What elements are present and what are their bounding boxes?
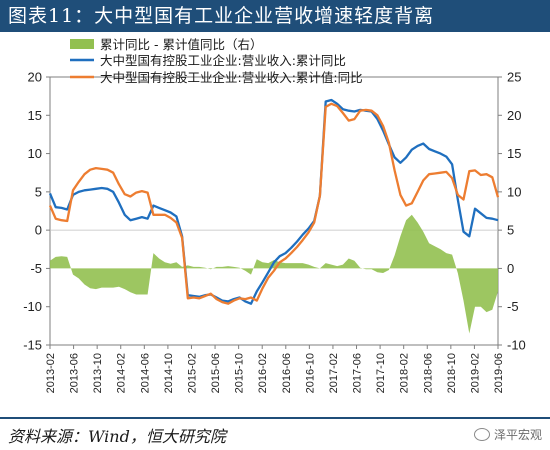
x-axis-tick-label: 2015-06 [210, 353, 222, 393]
chart-svg: -15 -10 -5 0 5 10 15 20 -10 -5 0 5 10 15 20 25 2013-02 20… [23, 37, 526, 393]
left-axis-tick-label: 10 [28, 146, 42, 161]
legend-label: 大中型国有控股工业企业:营业收入:累计同比 [100, 53, 346, 68]
x-axis-tick-label: 2016-02 [257, 353, 269, 393]
x-axis-tick-label: 2019-06 [493, 353, 505, 393]
left-axis-tick-label: 0 [35, 223, 42, 238]
left-axis-tick-label: -5 [30, 261, 42, 276]
plot-frame [49, 76, 499, 346]
footer-divider [0, 417, 550, 419]
left-axis-tick-label: -10 [23, 299, 42, 314]
x-axis-tick-label: 2018-06 [422, 353, 434, 393]
right-axis-tick-label: 5 [507, 223, 514, 238]
watermark: 泽平宏观 [473, 426, 542, 443]
series-line-cumulative-yoy [48, 98, 499, 305]
x-axis-tick-label: 2018-10 [446, 353, 458, 393]
legend-swatch-area [70, 39, 94, 49]
left-axis-tick-label: 20 [28, 70, 42, 85]
chart-title: 图表11：大中型国有工业企业营收增速轻度背离 [0, 0, 550, 32]
x-axis-tick-label: 2014-02 [116, 353, 128, 393]
right-axis-tick-label: 0 [507, 261, 514, 276]
x-axis-tick-label: 2013-06 [69, 353, 81, 393]
right-axis-tick-label: 25 [507, 70, 521, 85]
watermark-text: 泽平宏观 [493, 428, 542, 442]
left-axis-tick-label: 15 [28, 108, 42, 123]
right-axis-tick-label: 20 [507, 108, 521, 123]
legend-label: 累计同比 - 累计值同比（右） [100, 37, 262, 52]
x-axis-tick-label: 2017-02 [328, 353, 340, 393]
x-axis-tick-label: 2017-10 [375, 353, 387, 393]
x-axis-tick-label: 2013-10 [92, 353, 104, 393]
series-line-cumulative-value-yoy [48, 102, 500, 305]
x-axis-tick-label: 2015-10 [234, 353, 246, 393]
x-axis-tick-label: 2017-06 [352, 353, 364, 393]
wechat-icon [473, 428, 490, 441]
right-axis-tick-label: -5 [507, 299, 519, 314]
x-axis-tick-label: 2019-02 [469, 353, 481, 393]
series-area-diff [50, 214, 498, 334]
source-note: 资料来源：Wind，恒大研究院 [8, 427, 226, 446]
x-axis-tick-label: 2014-06 [139, 353, 151, 393]
x-axis-tick-label: 2013-02 [45, 353, 57, 393]
right-axis-tick-label: 10 [507, 184, 521, 199]
left-axis-tick-label: 5 [35, 184, 42, 199]
left-axis-tick-label: -15 [23, 338, 42, 353]
x-axis-tick-label: 2014-10 [163, 353, 175, 393]
x-axis-tick-label: 2018-02 [399, 353, 411, 393]
legend-label: 大中型国有控股工业企业:营业收入:累计值:同比 [100, 70, 363, 85]
right-axis-tick-label: -10 [507, 338, 526, 353]
x-axis-tick-label: 2015-02 [186, 353, 198, 393]
x-axis-tick-label: 2016-10 [304, 353, 316, 393]
right-axis-tick-label: 15 [507, 146, 521, 161]
x-axis-tick-label: 2016-06 [281, 353, 293, 393]
